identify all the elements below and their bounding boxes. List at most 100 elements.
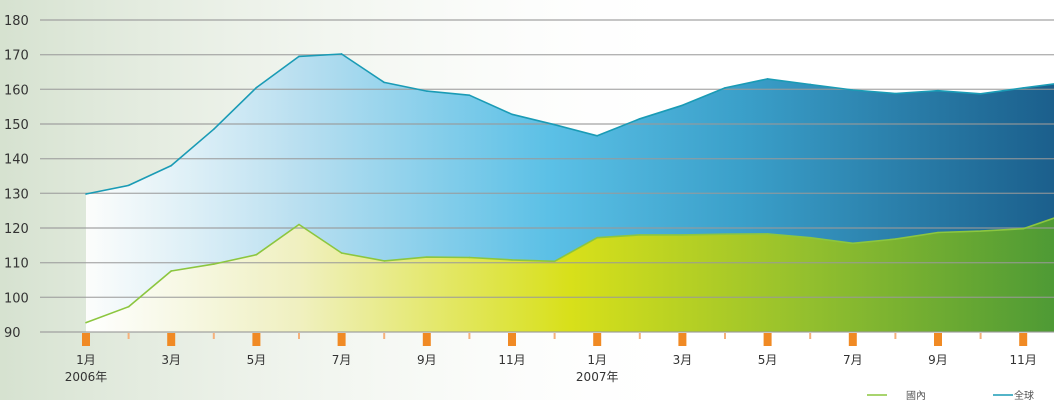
data-point xyxy=(298,223,300,226)
data-point xyxy=(681,104,684,107)
data-point xyxy=(255,253,258,256)
data-point xyxy=(894,92,897,95)
data-point xyxy=(596,236,598,239)
y-axis: 90 100 110 120 130 140 150 160 170 180 xyxy=(4,14,29,341)
data-point xyxy=(170,164,172,167)
x-tick-minor xyxy=(894,333,897,339)
data-point xyxy=(468,94,471,97)
data-point xyxy=(979,230,982,232)
x-tick-minor xyxy=(638,333,641,339)
data-point xyxy=(383,260,386,262)
x-tick-minor xyxy=(127,333,130,339)
x-axis: 1月 3月 5月 7月 9月 11月 1月 3月 5月 7月 9月 11月 2006年 2007年 xyxy=(65,333,1037,384)
x-tick-label: 3月 xyxy=(161,353,181,367)
data-point xyxy=(553,123,556,126)
x-tick-label: 11月 xyxy=(498,353,525,367)
x-tick-minor xyxy=(468,333,471,339)
x-tick-major xyxy=(508,333,516,346)
y-tick-label: 160 xyxy=(4,83,29,98)
data-point xyxy=(724,87,726,89)
x-tick-major xyxy=(1019,333,1028,346)
data-point xyxy=(170,270,172,272)
data-point xyxy=(298,55,300,58)
x-tick-label: 9月 xyxy=(928,353,948,367)
y-tick-label: 100 xyxy=(4,291,29,306)
data-point xyxy=(127,184,130,187)
y-tick-label: 130 xyxy=(4,187,29,202)
x-tick-label: 1月 xyxy=(587,353,607,367)
legend-label: 全球 xyxy=(1014,389,1034,400)
data-point xyxy=(383,81,386,84)
x-tick-major xyxy=(763,333,772,346)
x-tick-minor xyxy=(809,333,812,339)
year-label: 2006年 xyxy=(65,370,108,384)
data-point xyxy=(852,242,854,245)
data-point xyxy=(852,89,854,91)
data-point xyxy=(553,260,556,263)
data-point xyxy=(766,233,769,235)
x-tick-minor xyxy=(724,333,726,339)
y-tick-label: 90 xyxy=(4,326,21,341)
data-point xyxy=(766,78,769,80)
data-point xyxy=(639,118,641,120)
data-point xyxy=(596,134,598,137)
data-point xyxy=(213,263,215,265)
year-label: 2007年 xyxy=(576,370,619,384)
x-tick-label: 9月 xyxy=(417,353,437,367)
x-tick-major xyxy=(678,333,687,346)
x-tick-major xyxy=(82,333,90,346)
data-point xyxy=(426,90,428,92)
x-tick-minor xyxy=(383,333,386,339)
x-tick-label: 11月 xyxy=(1010,353,1037,367)
x-tick-label: 5月 xyxy=(758,353,778,367)
data-point xyxy=(639,234,641,236)
x-tick-label: 5月 xyxy=(247,353,267,367)
data-point xyxy=(937,231,939,234)
series-line-domestic xyxy=(85,217,1054,324)
data-point xyxy=(340,252,343,254)
data-point xyxy=(468,256,471,259)
data-point xyxy=(511,113,513,116)
y-tick-label: 140 xyxy=(4,153,29,168)
data-point xyxy=(809,236,811,239)
gridlines xyxy=(40,19,1054,333)
data-point xyxy=(255,86,258,89)
x-tick-major xyxy=(422,333,431,346)
y-tick-label: 170 xyxy=(4,49,29,64)
series-line-global xyxy=(85,53,1054,195)
series-lines xyxy=(85,53,1054,324)
x-tick-minor xyxy=(979,333,982,339)
y-tick-label: 150 xyxy=(4,118,29,133)
x-tick-major xyxy=(848,333,857,346)
x-tick-minor xyxy=(553,333,556,339)
data-point xyxy=(809,83,811,86)
x-tick-major xyxy=(934,333,942,346)
data-point xyxy=(979,93,982,95)
y-tick-label: 120 xyxy=(4,222,29,237)
data-point xyxy=(1022,87,1024,89)
data-point xyxy=(426,256,428,258)
data-point xyxy=(511,259,513,261)
data-point xyxy=(85,193,87,195)
x-tick-label: 7月 xyxy=(332,353,352,367)
data-point xyxy=(724,233,726,236)
data-point xyxy=(1022,227,1024,230)
x-tick-label: 7月 xyxy=(843,353,863,367)
area-domestic xyxy=(86,218,1054,332)
data-point xyxy=(894,238,897,240)
data-point xyxy=(127,305,130,308)
x-tick-label: 1月 xyxy=(76,353,96,367)
data-point xyxy=(340,53,343,55)
data-point xyxy=(937,89,939,92)
y-tick-label: 110 xyxy=(4,257,29,272)
x-tick-major xyxy=(337,333,346,346)
y-tick-label: 180 xyxy=(4,14,29,29)
x-tick-major xyxy=(252,333,261,346)
legend: 全球 國內 xyxy=(867,389,1034,400)
x-tick-minor xyxy=(212,333,215,339)
legend-label: 國內 xyxy=(906,390,926,400)
data-point xyxy=(213,128,215,130)
data-point xyxy=(85,321,87,324)
x-tick-label: 3月 xyxy=(673,353,693,367)
